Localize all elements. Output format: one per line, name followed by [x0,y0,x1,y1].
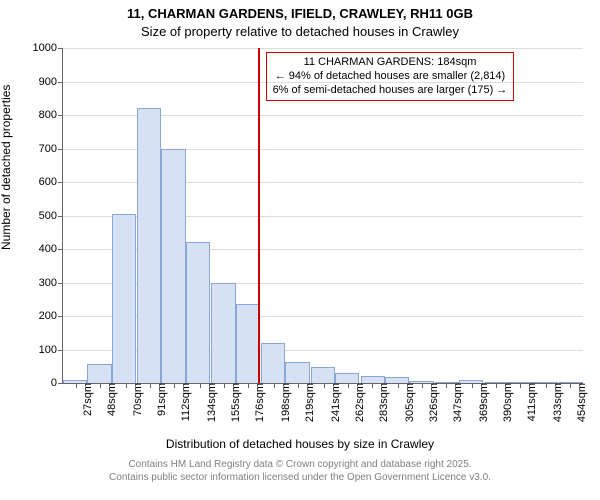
ytick-label: 800 [39,109,63,121]
histogram-bar [161,149,185,384]
xtick-mark [398,383,399,388]
xtick-label: 91sqm [154,383,168,416]
xtick-label: 326sqm [426,383,440,422]
ytick-label: 400 [39,243,63,255]
histogram-bar [137,108,161,383]
xtick-mark [200,383,201,388]
ytick-label: 300 [39,277,63,289]
xtick-label: 433sqm [550,383,564,422]
ytick-label: 100 [39,344,63,356]
xtick-mark [520,383,521,388]
xtick-label: 241sqm [328,383,342,422]
histogram-bar [361,376,385,383]
x-axis-label: Distribution of detached houses by size … [0,437,600,451]
xtick-label: 454sqm [574,383,588,422]
xtick-label: 262sqm [352,383,366,422]
ytick-label: 200 [39,310,63,322]
chart-title-line2: Size of property relative to detached ho… [0,24,600,39]
xtick-label: 176sqm [252,383,266,422]
histogram-bar [285,362,309,383]
xtick-mark [546,383,547,388]
footer-line2: Contains public sector information licen… [0,472,600,485]
gridline [63,48,583,49]
annotation-box: 11 CHARMAN GARDENS: 184sqm← 94% of detac… [266,52,515,101]
xtick-label: 347sqm [450,383,464,422]
xtick-label: 219sqm [302,383,316,422]
histogram-bar [112,214,136,383]
ytick-label: 700 [39,143,63,155]
xtick-mark [446,383,447,388]
xtick-mark [224,383,225,388]
annotation-line3: 6% of semi-detached houses are larger (1… [273,84,508,98]
footer-line1: Contains HM Land Registry data © Crown c… [0,459,600,472]
xtick-label: 369sqm [476,383,490,422]
ytick-label: 600 [39,176,63,188]
xtick-label: 48sqm [104,383,118,416]
histogram-bar [311,367,335,383]
reference-line [258,48,260,383]
xtick-mark [348,383,349,388]
annotation-line1: 11 CHARMAN GARDENS: 184sqm [273,56,508,70]
xtick-mark [372,383,373,388]
ytick-label: 0 [51,377,63,389]
histogram-chart: 11, CHARMAN GARDENS, IFIELD, CRAWLEY, RH… [0,0,600,500]
y-axis-label: Number of detached properties [0,85,13,250]
histogram-bar [335,373,359,383]
chart-title-line1: 11, CHARMAN GARDENS, IFIELD, CRAWLEY, RH… [0,6,600,21]
xtick-label: 112sqm [178,383,192,421]
xtick-mark [100,383,101,388]
chart-footer: Contains HM Land Registry data © Crown c… [0,459,600,484]
xtick-label: 70sqm [130,383,144,416]
xtick-label: 390sqm [500,383,514,422]
xtick-label: 411sqm [524,383,538,421]
histogram-bar [87,364,111,383]
xtick-mark [274,383,275,388]
xtick-mark [472,383,473,388]
xtick-mark [570,383,571,388]
xtick-label: 134sqm [204,383,218,422]
histogram-bar [211,283,235,384]
xtick-label: 198sqm [278,383,292,422]
annotation-line2: ← 94% of detached houses are smaller (2,… [273,70,508,84]
xtick-label: 283sqm [376,383,390,422]
xtick-label: 305sqm [402,383,416,422]
histogram-bar [261,343,285,383]
xtick-mark [248,383,249,388]
xtick-mark [174,383,175,388]
xtick-mark [422,383,423,388]
xtick-mark [150,383,151,388]
histogram-bar [236,304,260,383]
ytick-label: 1000 [33,42,63,54]
xtick-mark [76,383,77,388]
xtick-mark [496,383,497,388]
ytick-label: 500 [39,210,63,222]
plot-area: 0100200300400500600700800900100027sqm48s… [62,48,583,384]
xtick-label: 155sqm [228,383,242,422]
ytick-label: 900 [39,76,63,88]
xtick-label: 27sqm [80,383,94,416]
xtick-mark [324,383,325,388]
xtick-mark [126,383,127,388]
xtick-mark [298,383,299,388]
histogram-bar [186,242,210,383]
